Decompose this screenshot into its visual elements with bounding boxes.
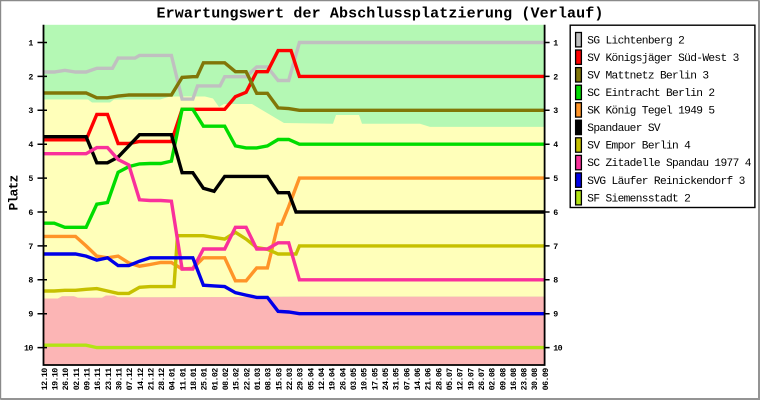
svg-text:12.10: 12.10 [41, 368, 50, 391]
svg-text:18.01: 18.01 [190, 368, 199, 391]
svg-text:1: 1 [553, 39, 558, 48]
svg-text:23.08: 23.08 [521, 368, 530, 391]
svg-text:Erwartungswert der Abschlusspl: Erwartungswert der Abschlussplatzierung … [157, 6, 604, 23]
svg-text:SV Mattnetz Berlin 3: SV Mattnetz Berlin 3 [587, 71, 708, 83]
svg-text:02.11: 02.11 [73, 368, 82, 391]
svg-text:06.09: 06.09 [542, 368, 551, 391]
svg-text:6: 6 [28, 209, 33, 218]
svg-text:14.12: 14.12 [137, 368, 146, 391]
svg-text:28.12: 28.12 [158, 368, 167, 391]
svg-text:12.04: 12.04 [318, 368, 327, 391]
svg-text:28.06: 28.06 [435, 368, 444, 391]
svg-text:10: 10 [553, 345, 562, 354]
svg-text:07.06: 07.06 [403, 368, 412, 391]
svg-text:30.11: 30.11 [115, 368, 124, 391]
svg-text:SF Siemensstadt 2: SF Siemensstadt 2 [587, 193, 690, 205]
svg-text:30.08: 30.08 [531, 368, 540, 391]
svg-text:21.06: 21.06 [425, 368, 434, 391]
svg-text:01.02: 01.02 [211, 368, 220, 391]
svg-text:16.08: 16.08 [510, 368, 519, 391]
svg-text:24.05: 24.05 [382, 368, 391, 391]
svg-text:17.05: 17.05 [371, 368, 380, 391]
svg-text:02.08: 02.08 [489, 368, 498, 391]
svg-text:Spandauer SV: Spandauer SV [587, 123, 661, 135]
svg-text:14.06: 14.06 [414, 368, 423, 391]
svg-text:07.12: 07.12 [126, 368, 135, 391]
svg-text:08.03: 08.03 [265, 368, 274, 391]
svg-text:05.04: 05.04 [307, 368, 316, 391]
svg-text:3: 3 [28, 107, 33, 116]
svg-text:SK König Tegel 1949 5: SK König Tegel 1949 5 [587, 106, 714, 118]
svg-text:2: 2 [28, 73, 33, 82]
svg-text:25.01: 25.01 [201, 368, 210, 391]
svg-text:Platz: Platz [6, 175, 21, 210]
svg-text:7: 7 [553, 243, 558, 252]
svg-text:SC Zitadelle Spandau 1977 4: SC Zitadelle Spandau 1977 4 [587, 158, 751, 170]
svg-text:3: 3 [553, 107, 558, 116]
svg-text:5: 5 [28, 175, 33, 184]
svg-text:04.01: 04.01 [169, 368, 178, 391]
svg-text:1: 1 [28, 39, 33, 48]
svg-text:05.07: 05.07 [446, 368, 455, 391]
svg-text:21.12: 21.12 [147, 368, 156, 391]
svg-text:2: 2 [553, 73, 558, 82]
svg-text:26.04: 26.04 [339, 368, 348, 391]
svg-text:16.11: 16.11 [94, 368, 103, 391]
svg-text:7: 7 [28, 243, 33, 252]
svg-text:15.02: 15.02 [233, 368, 242, 391]
svg-text:23.11: 23.11 [105, 368, 114, 391]
svg-text:29.03: 29.03 [297, 368, 306, 391]
svg-text:19.10: 19.10 [52, 368, 61, 391]
svg-text:08.02: 08.02 [222, 368, 231, 391]
svg-text:26.07: 26.07 [478, 368, 487, 391]
svg-text:31.05: 31.05 [393, 368, 402, 391]
svg-text:26.10: 26.10 [62, 368, 71, 391]
svg-text:03.05: 03.05 [350, 368, 359, 391]
svg-text:4: 4 [28, 141, 33, 150]
svg-text:09.08: 09.08 [499, 368, 508, 391]
svg-text:9: 9 [553, 311, 558, 320]
svg-text:8: 8 [28, 277, 33, 286]
svg-text:10: 10 [24, 345, 33, 354]
svg-text:22.03: 22.03 [286, 368, 295, 391]
svg-text:22.02: 22.02 [243, 368, 252, 391]
svg-text:SV Königsjäger Süd-West 3: SV Königsjäger Süd-West 3 [587, 53, 738, 65]
svg-text:12.07: 12.07 [457, 368, 466, 391]
svg-text:15.03: 15.03 [275, 368, 284, 391]
svg-text:01.03: 01.03 [254, 368, 263, 391]
svg-text:11.01: 11.01 [179, 368, 188, 391]
svg-text:SG Lichtenberg 2: SG Lichtenberg 2 [587, 35, 684, 47]
svg-text:09.11: 09.11 [83, 368, 92, 391]
svg-text:SV Empor Berlin 4: SV Empor Berlin 4 [587, 141, 691, 153]
svg-text:9: 9 [28, 311, 33, 320]
svg-text:8: 8 [553, 277, 558, 286]
svg-text:19.04: 19.04 [329, 368, 338, 391]
svg-text:4: 4 [553, 141, 558, 150]
svg-text:6: 6 [553, 209, 558, 218]
svg-text:19.07: 19.07 [467, 368, 476, 391]
svg-text:SVG Läufer Reinickendorf 3: SVG Läufer Reinickendorf 3 [587, 176, 744, 188]
svg-text:10.05: 10.05 [361, 368, 370, 391]
svg-text:5: 5 [553, 175, 558, 184]
svg-text:SC Eintracht Berlin 2: SC Eintracht Berlin 2 [587, 88, 714, 100]
